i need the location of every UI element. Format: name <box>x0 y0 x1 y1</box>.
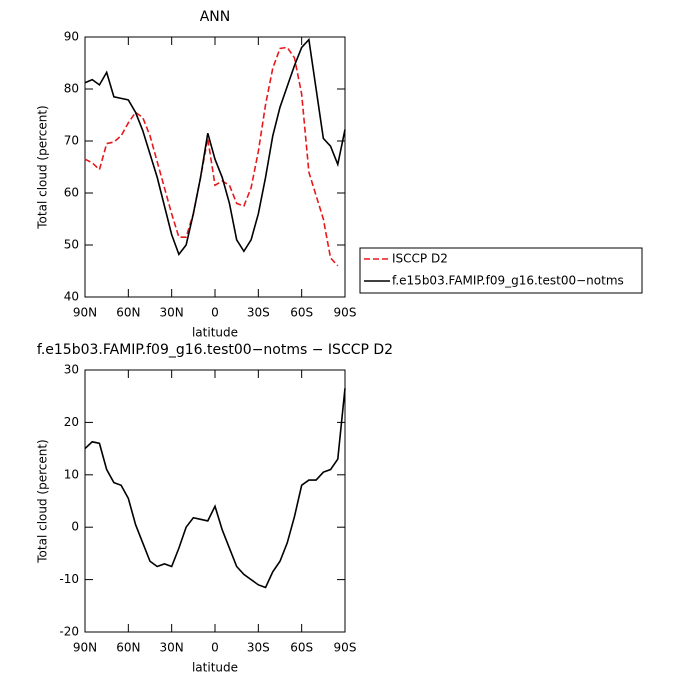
x-axis-label: latitude <box>192 661 238 675</box>
y-tick-label: 20 <box>64 415 79 429</box>
y-tick-label: 50 <box>64 238 79 252</box>
x-tick-label: 30S <box>247 306 270 320</box>
legend-box <box>359 247 643 294</box>
chart-title: ANN <box>200 9 231 25</box>
y-tick-label: 60 <box>64 186 79 200</box>
x-tick-label: 30N <box>160 306 184 320</box>
legend-label: f.e15b03.FAMIP.f09_g16.test00−notms <box>392 274 624 288</box>
y-tick-label: 10 <box>64 467 79 481</box>
x-tick-label: 30S <box>247 641 270 655</box>
y-axis-label: Total cloud (percent) <box>36 105 50 229</box>
data-line <box>84 388 346 589</box>
y-tick-label: 70 <box>64 134 79 148</box>
y-tick-label: 0 <box>71 520 79 534</box>
x-tick-label: 90N <box>73 641 97 655</box>
y-tick-label: -20 <box>59 625 79 639</box>
y-tick-label: 30 <box>64 363 79 377</box>
data-line <box>84 46 339 267</box>
legend-label: ISCCP D2 <box>392 252 448 266</box>
y-tick-label: 40 <box>64 290 79 304</box>
plot-frame <box>84 36 346 298</box>
y-tick-label: 90 <box>64 30 79 44</box>
x-tick-label: 90S <box>334 306 357 320</box>
y-tick-label: 80 <box>64 82 79 96</box>
x-tick-label: 90N <box>73 306 97 320</box>
x-tick-label: 90S <box>334 641 357 655</box>
x-tick-label: 30N <box>160 641 184 655</box>
y-axis-label: Total cloud (percent) <box>36 439 50 563</box>
x-tick-label: 0 <box>211 306 219 320</box>
x-tick-label: 0 <box>211 641 219 655</box>
x-tick-label: 60N <box>116 306 140 320</box>
plot-frame <box>84 369 346 633</box>
x-axis-label: latitude <box>192 326 238 340</box>
x-tick-label: 60N <box>116 641 140 655</box>
chart-title: f.e15b03.FAMIP.f09_g16.test00−notms − IS… <box>37 342 393 358</box>
x-tick-label: 60S <box>290 306 313 320</box>
data-line <box>84 37 346 256</box>
x-tick-label: 60S <box>290 641 313 655</box>
y-tick-label: -10 <box>59 572 79 586</box>
